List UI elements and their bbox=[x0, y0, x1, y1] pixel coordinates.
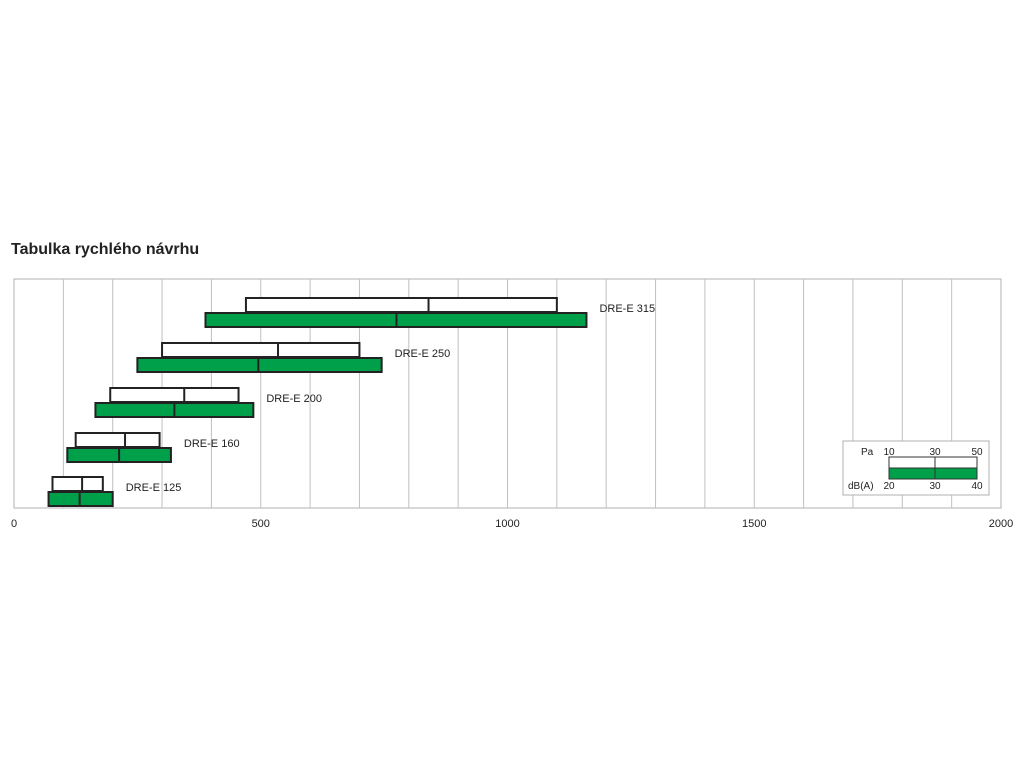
bar-group: DRE-E 125 bbox=[47, 476, 182, 507]
bar-group: DRE-E 250 bbox=[136, 342, 451, 373]
series-label: DRE-E 125 bbox=[126, 482, 182, 494]
legend-pa-swatch bbox=[888, 456, 978, 469]
legend-pa-value-3: 50 bbox=[971, 447, 983, 458]
legend-db-value-1: 20 bbox=[883, 481, 895, 492]
series-label: DRE-E 250 bbox=[395, 348, 451, 360]
x-tick-label: 1000 bbox=[495, 518, 519, 530]
pressure-range-bar bbox=[109, 387, 240, 403]
x-axis-ticks: 0 500 1000 1500 2000 bbox=[11, 518, 1013, 530]
legend-pa-label: Pa bbox=[861, 447, 874, 458]
legend: Pa 10 30 50 dB(A) 20 30 40 bbox=[842, 440, 990, 496]
bar-groups: DRE-E 315 DRE-E 250 DRE-E 200 DRE-E 160 DRE-… bbox=[47, 297, 655, 507]
pressure-range-bar bbox=[244, 297, 558, 313]
legend-db-value-2: 30 bbox=[929, 481, 941, 492]
pressure-range-bar bbox=[161, 342, 361, 358]
bar-group: DRE-E 315 bbox=[204, 297, 655, 328]
bar-group: DRE-E 200 bbox=[94, 387, 322, 418]
x-tick-label: 500 bbox=[252, 518, 270, 530]
series-label: DRE-E 160 bbox=[184, 438, 240, 450]
x-tick-label: 2000 bbox=[989, 518, 1013, 530]
bar-group: DRE-E 160 bbox=[66, 432, 240, 463]
pressure-range-bar bbox=[51, 476, 104, 492]
series-label: DRE-E 200 bbox=[266, 393, 322, 405]
x-tick-label: 1500 bbox=[742, 518, 766, 530]
legend-db-swatch bbox=[888, 467, 978, 480]
pressure-range-bar bbox=[74, 432, 161, 448]
legend-db-label: dB(A) bbox=[848, 481, 874, 492]
legend-pa-value-2: 30 bbox=[929, 447, 941, 458]
x-tick-label: 0 bbox=[11, 518, 17, 530]
noise-range-bar bbox=[136, 357, 383, 373]
legend-pa-value-1: 10 bbox=[883, 447, 895, 458]
chart-title: Tabulka rychlého návrhu bbox=[11, 241, 200, 258]
legend-db-value-3: 40 bbox=[971, 481, 983, 492]
series-label: DRE-E 315 bbox=[599, 303, 655, 315]
